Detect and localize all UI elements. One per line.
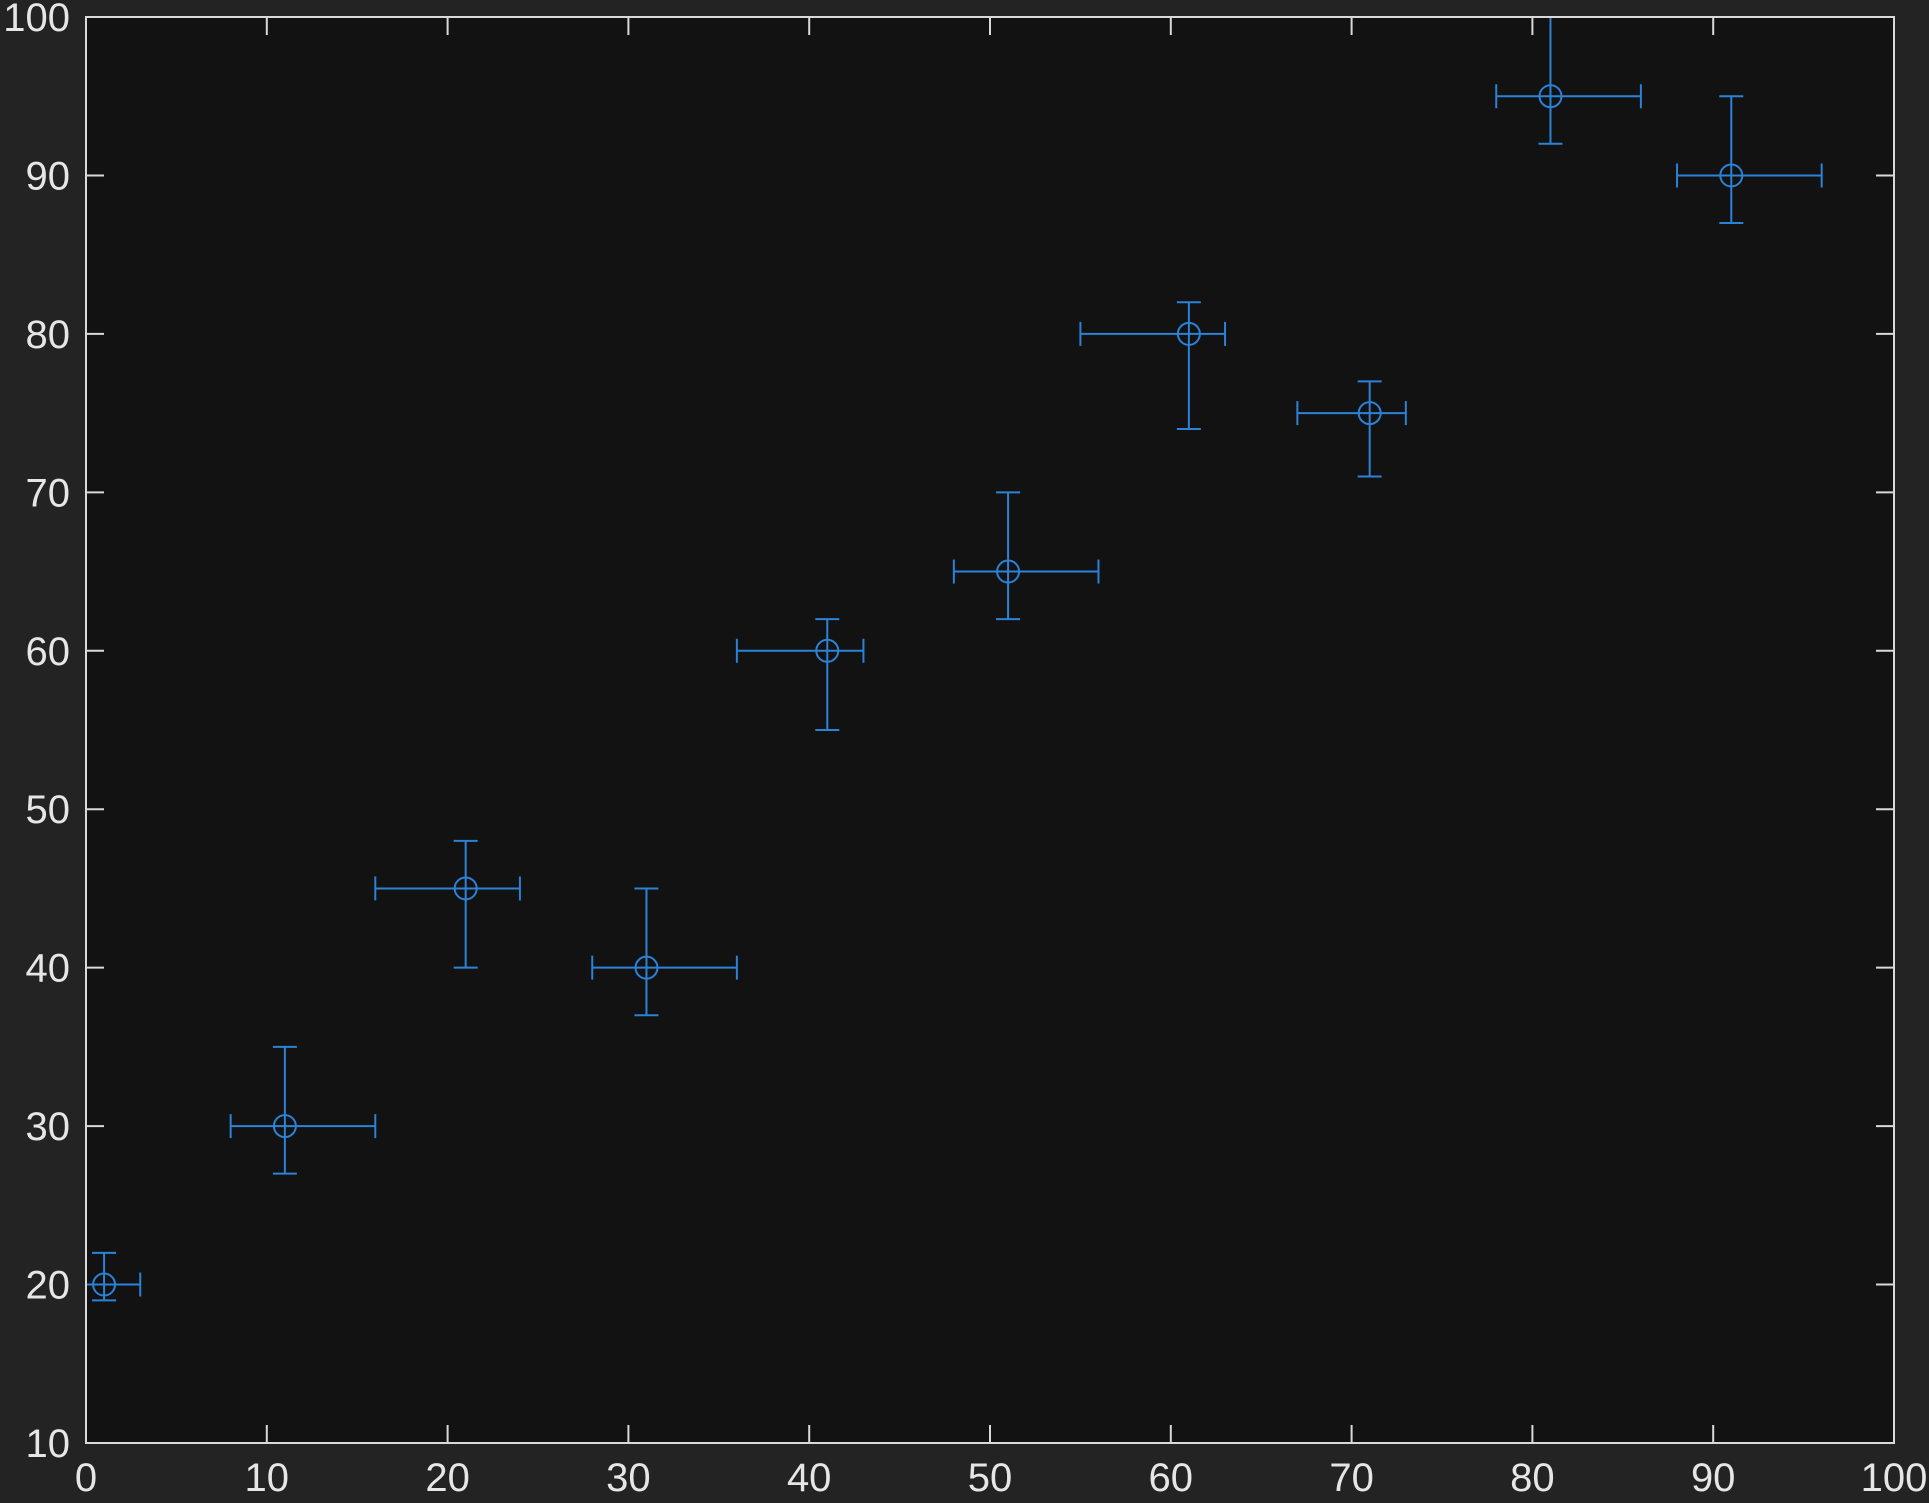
data-point xyxy=(1296,380,1407,478)
y-axis-tick-labels: 10 20 30 40 50 60 70 80 90 100 xyxy=(3,0,70,1466)
y-tick-label: 50 xyxy=(26,788,71,832)
axes-frame xyxy=(85,16,1895,1444)
data-series xyxy=(85,16,1823,1302)
y-tick-label: 60 xyxy=(26,630,71,674)
point-marker xyxy=(1538,84,1563,109)
x-tick-label: 60 xyxy=(1149,1456,1194,1500)
point-marker xyxy=(1719,163,1744,188)
point-marker xyxy=(996,559,1021,584)
x-tick-label: 30 xyxy=(606,1456,651,1500)
data-point xyxy=(1079,301,1227,430)
data-point xyxy=(591,887,738,1017)
y-tick-label: 10 xyxy=(26,1422,71,1466)
data-point xyxy=(229,1045,377,1175)
data-point xyxy=(952,491,1100,621)
point-marker xyxy=(92,1272,117,1297)
x-tick-label: 100 xyxy=(1861,1456,1928,1500)
y-tick-label: 100 xyxy=(3,0,70,40)
point-marker xyxy=(1357,401,1382,426)
x-axis-tick-labels: 0 10 20 30 40 50 60 70 80 90 100 xyxy=(75,1456,1928,1500)
x-tick-label: 50 xyxy=(968,1456,1013,1500)
x-tick-label: 40 xyxy=(787,1456,832,1500)
y-tick-label: 80 xyxy=(26,313,71,357)
point-marker xyxy=(272,1114,297,1139)
y-tick-label: 30 xyxy=(26,1105,71,1149)
x-tick-label: 80 xyxy=(1510,1456,1555,1500)
data-point xyxy=(735,618,865,731)
point-marker xyxy=(453,876,478,901)
x-tick-label: 90 xyxy=(1691,1456,1736,1500)
y-tick-label: 20 xyxy=(26,1264,71,1308)
y-tick-label: 40 xyxy=(26,947,71,991)
axes-background xyxy=(86,17,1894,1443)
x-tick-label: 10 xyxy=(245,1456,290,1500)
x-tick-label: 20 xyxy=(425,1456,470,1500)
data-point xyxy=(1676,95,1823,224)
data-point xyxy=(374,839,521,969)
point-marker xyxy=(815,638,840,663)
point-marker xyxy=(634,955,659,980)
y-tick-label: 90 xyxy=(26,154,71,198)
point-marker xyxy=(1176,321,1201,346)
x-tick-label: 70 xyxy=(1329,1456,1374,1500)
x-tick-label: 0 xyxy=(75,1456,97,1500)
y-tick-label: 70 xyxy=(26,471,71,515)
